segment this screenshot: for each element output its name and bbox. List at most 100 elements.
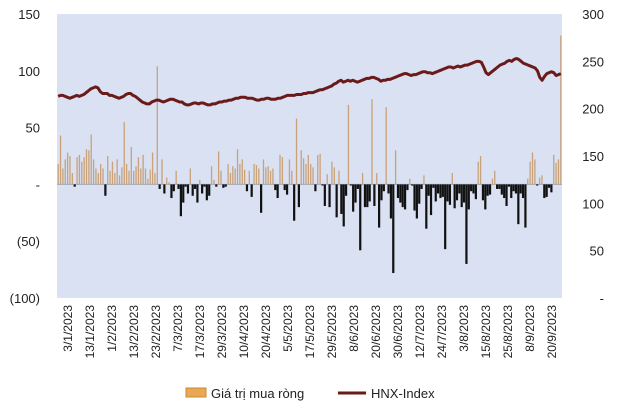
- bar: [220, 170, 222, 185]
- bar: [319, 153, 321, 185]
- bar: [130, 146, 132, 185]
- bar: [333, 167, 335, 185]
- bar: [553, 154, 555, 185]
- bar: [297, 184, 300, 208]
- bar: [543, 184, 546, 199]
- bar: [121, 167, 123, 185]
- bar: [387, 184, 390, 194]
- bar: [135, 166, 137, 185]
- bar: [453, 184, 456, 209]
- bar: [401, 184, 404, 208]
- bar: [189, 168, 191, 185]
- bar: [90, 134, 92, 185]
- bar: [514, 184, 518, 194]
- bar: [432, 184, 435, 188]
- bar: [448, 184, 452, 205]
- x-tick-label: 5/5/2023: [281, 305, 295, 352]
- bar: [335, 184, 338, 218]
- bar: [196, 184, 199, 203]
- bar: [269, 170, 272, 185]
- x-tick-label: 13/2/2023: [127, 305, 141, 359]
- bar: [107, 156, 109, 185]
- bar: [340, 184, 343, 214]
- x-tick-label: 8/9/2023: [523, 305, 537, 352]
- bar: [441, 184, 444, 197]
- bar: [385, 107, 387, 185]
- bar: [418, 184, 421, 204]
- bar: [392, 184, 395, 274]
- bar: [510, 184, 513, 199]
- bar: [338, 170, 340, 185]
- bar: [234, 168, 236, 185]
- bar: [170, 184, 173, 199]
- line-group: [57, 56, 562, 107]
- bar: [389, 184, 393, 219]
- bar: [288, 159, 291, 185]
- bar: [92, 159, 95, 185]
- bar: [368, 184, 371, 202]
- bar: [218, 151, 220, 185]
- x-tick-label: 20/6/2023: [369, 305, 383, 359]
- bar: [380, 184, 383, 201]
- bar: [253, 163, 255, 185]
- x-tick-label: 17/3/2023: [193, 305, 207, 359]
- bar: [371, 99, 373, 185]
- bar: [434, 184, 437, 202]
- legend-label-index: HNX-Index: [371, 386, 435, 401]
- bar: [227, 163, 229, 185]
- bar: [205, 184, 208, 201]
- bar: [229, 173, 232, 185]
- bar: [361, 173, 364, 185]
- bar: [484, 184, 487, 210]
- bar: [536, 184, 539, 186]
- bar: [224, 184, 227, 187]
- bar: [62, 168, 64, 185]
- bar: [302, 158, 305, 185]
- bar: [250, 184, 253, 197]
- bar: [366, 184, 369, 208]
- bar: [191, 184, 194, 196]
- bar: [503, 184, 506, 199]
- bar: [144, 168, 147, 185]
- bar: [245, 184, 249, 192]
- bar: [161, 159, 163, 185]
- bar: [474, 184, 477, 200]
- bar: [83, 157, 85, 185]
- bar: [415, 184, 418, 219]
- bar: [149, 169, 151, 185]
- bar: [517, 184, 520, 225]
- bar: [557, 159, 560, 185]
- bar: [429, 184, 433, 216]
- right-tick-label: -: [600, 291, 604, 306]
- bar: [394, 150, 397, 185]
- bar: [446, 184, 449, 202]
- bar: [166, 177, 168, 185]
- bar: [279, 154, 281, 185]
- bar: [413, 184, 416, 211]
- bar: [382, 184, 385, 192]
- bar: [265, 167, 267, 185]
- x-tick-label: 7/3/2023: [171, 305, 185, 352]
- bar: [423, 175, 425, 185]
- bar: [411, 184, 414, 186]
- bar: [97, 173, 99, 185]
- bar: [396, 184, 400, 199]
- bar: [486, 184, 489, 196]
- bar: [102, 168, 104, 185]
- x-tick-label: 15/8/2023: [479, 305, 493, 359]
- bar: [354, 184, 357, 203]
- bar: [378, 184, 381, 228]
- bar: [399, 184, 402, 203]
- bar: [239, 163, 241, 185]
- bar: [276, 184, 279, 199]
- bar: [470, 184, 473, 192]
- x-tick-label: 3/1/2023: [61, 305, 75, 352]
- bar: [293, 184, 296, 221]
- x-tick-label: 8/6/2023: [347, 305, 361, 352]
- x-tick-label: 29/3/2023: [215, 305, 229, 359]
- bar: [156, 66, 158, 185]
- bar: [344, 184, 348, 196]
- bar: [541, 175, 543, 185]
- bar: [111, 161, 114, 185]
- bar: [491, 178, 494, 185]
